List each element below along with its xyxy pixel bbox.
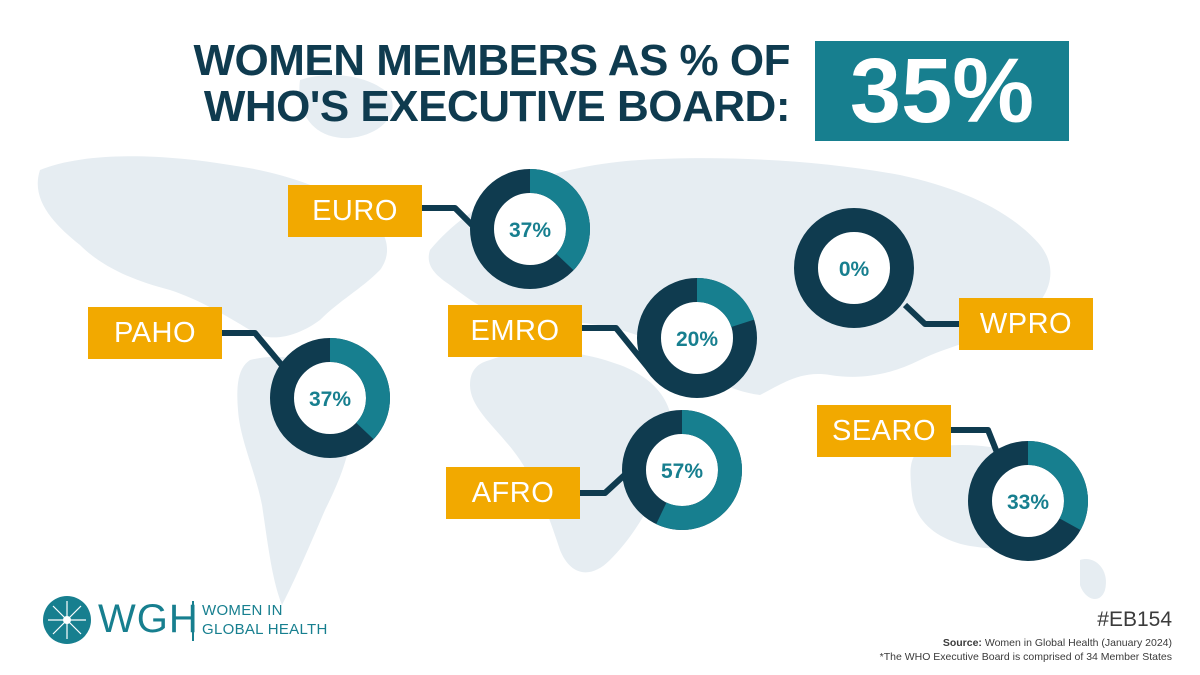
connector-afro [580, 467, 633, 496]
globe-burst-icon [43, 596, 91, 644]
footnote: *The WHO Executive Board is comprised of… [879, 651, 1172, 663]
region-label-emro: EMRO [448, 305, 582, 357]
wgh-logo: WGH WOMEN IN GLOBAL HEALTH [42, 595, 372, 647]
donut-value-searo: 33% [1007, 491, 1049, 514]
source-note: Source: Women in Global Health (January … [880, 636, 1172, 664]
logo-abbreviation: WGH [98, 597, 199, 641]
donut-slice-emro [637, 278, 757, 398]
connector-paho [222, 330, 293, 377]
hashtag: #EB154 [1097, 608, 1172, 631]
donut-value-afro: 57% [661, 460, 703, 483]
region-label-searo: SEARO [817, 405, 951, 457]
logo-full-name: WOMEN IN GLOBAL HEALTH [202, 601, 328, 639]
donut-slice-paho [270, 338, 390, 458]
donut-value-euro: 37% [509, 219, 551, 242]
logo-line-1: WOMEN IN [202, 602, 283, 619]
connector-emro [582, 325, 653, 372]
source-text: Women in Global Health (January 2024) [984, 637, 1172, 649]
overall-percentage-badge: 35% [815, 41, 1069, 141]
region-label-paho: PAHO [88, 307, 222, 359]
connector-searo [951, 427, 1003, 462]
donut-slice-searo [968, 441, 1088, 561]
title-line-2: WHO'S EXECUTIVE BOARD: [203, 82, 791, 131]
connector-euro [422, 205, 479, 232]
source-line: Source: Women in Global Health (January … [880, 636, 1172, 650]
logo-line-2: GLOBAL HEALTH [202, 621, 328, 638]
donut-slice-afro [622, 410, 742, 530]
title-line-1: WOMEN MEMBERS AS % OF [193, 36, 790, 85]
donut-value-wpro: 0% [839, 258, 870, 281]
donut-value-emro: 20% [676, 328, 718, 351]
donut-value-paho: 37% [309, 388, 351, 411]
region-label-wpro: WPRO [959, 298, 1093, 350]
page-title: WOMEN MEMBERS AS % OF WHO'S EXECUTIVE BO… [150, 38, 790, 130]
donut-slice-euro [470, 169, 590, 289]
region-label-afro: AFRO [446, 467, 580, 519]
connector-wpro [902, 302, 959, 327]
source-label: Source: [942, 637, 982, 649]
donut-ring-wpro [794, 208, 914, 328]
region-label-euro: EURO [288, 185, 422, 237]
logo-divider [192, 601, 194, 641]
